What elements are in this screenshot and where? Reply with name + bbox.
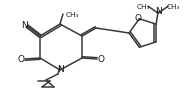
Text: O: O (97, 54, 105, 63)
Text: CH₃: CH₃ (137, 4, 150, 10)
Text: N: N (155, 7, 161, 16)
Text: O: O (135, 14, 142, 23)
Text: CH₃: CH₃ (166, 4, 180, 10)
Text: N: N (57, 66, 63, 75)
Text: CH₃: CH₃ (66, 12, 79, 18)
Text: N: N (21, 21, 27, 30)
Text: O: O (17, 54, 25, 63)
